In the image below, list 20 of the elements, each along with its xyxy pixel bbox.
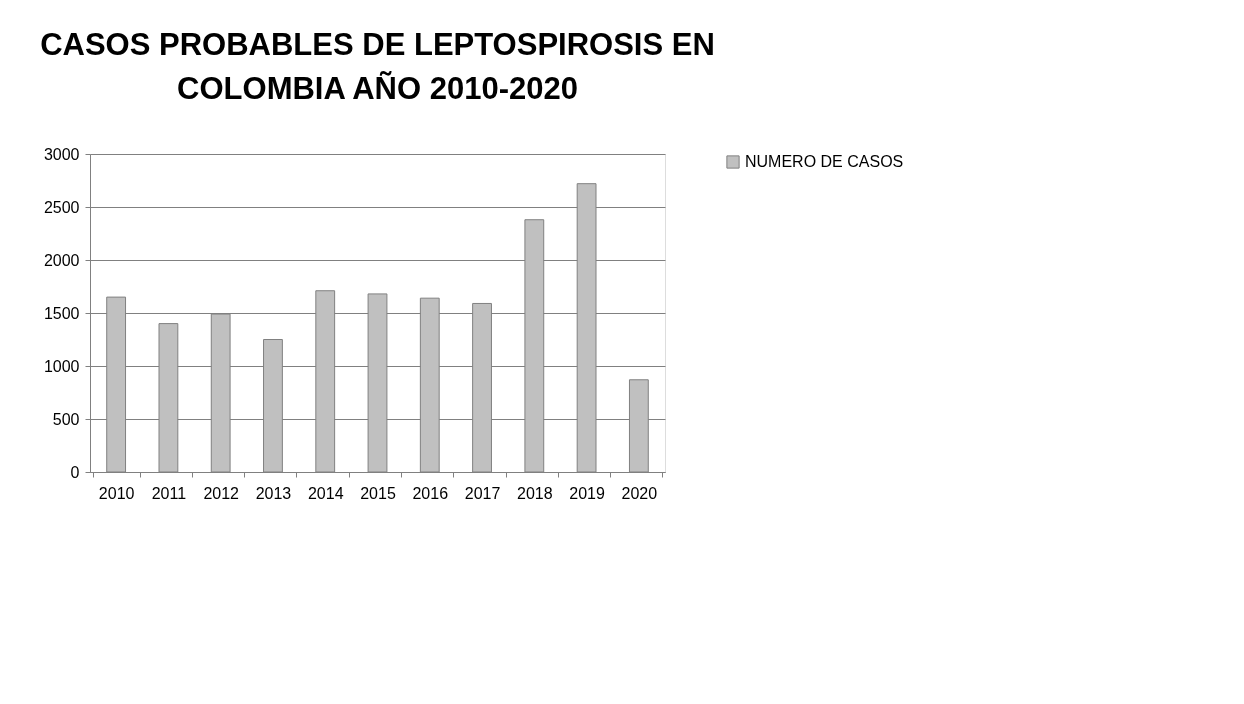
legend-label: NUMERO DE CASOS [745,153,904,170]
x-tick-label: 2015 [360,484,396,502]
x-tick-label: 2017 [464,484,501,502]
y-tick-label: 3000 [43,145,80,163]
x-tick-label: 2011 [151,484,187,502]
y-tick-label: 1500 [43,304,80,322]
x-tick-label: 2018 [517,484,553,502]
y-tick-label: 2500 [43,198,80,216]
x-tick-label: 2014 [307,484,344,502]
y-tick-label: 0 [70,463,80,481]
y-tick-label: 2000 [43,251,80,269]
y-tick-label: 1000 [43,357,80,375]
x-tick-label: 2012 [203,484,240,502]
x-tick-label: 2010 [98,484,135,502]
x-tick-label: 2019 [569,484,605,502]
x-tick-label: 2016 [412,484,449,502]
chart-title: CASOS PROBABLES DE LEPTOSPIROSIS EN COLOMBIA AÑO 2010-2020 [40,27,715,106]
x-tick-label: 2020 [621,484,658,502]
y-tick-label: 500 [52,410,80,428]
x-tick-label: 2013 [255,484,292,502]
